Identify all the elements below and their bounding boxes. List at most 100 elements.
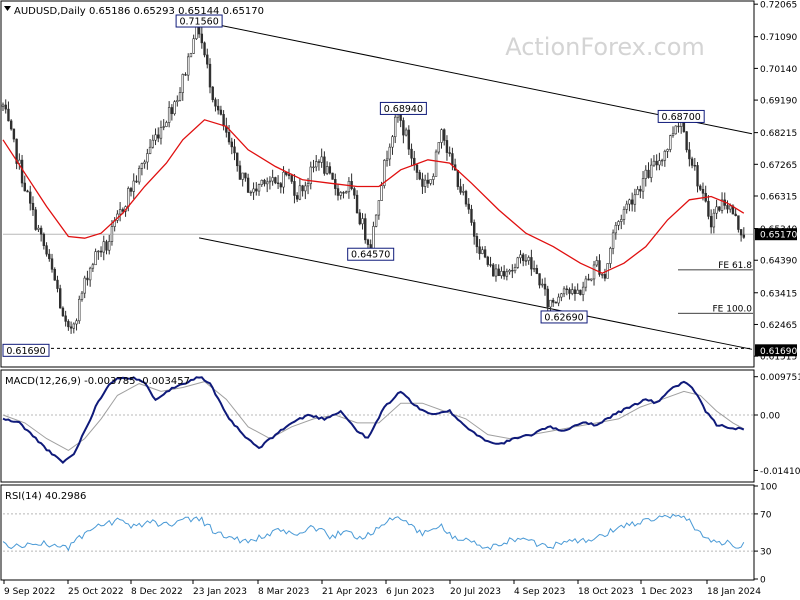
- candle-body: [647, 169, 650, 178]
- price-tick-label: 0.68215: [760, 129, 797, 139]
- candle-body: [423, 179, 427, 187]
- candle-body: [211, 86, 214, 100]
- candle-body: [688, 149, 691, 160]
- candle-body: [121, 209, 125, 212]
- candle-body: [216, 105, 220, 111]
- candle-body: [118, 209, 122, 215]
- candle-body: [500, 270, 503, 277]
- candle-body: [173, 101, 176, 115]
- candle-body: [347, 181, 351, 193]
- candle-body: [620, 219, 623, 222]
- candle-body: [729, 205, 732, 210]
- macd-panel-frame: [0, 369, 755, 483]
- time-tick-label: 21 Apr 2023: [322, 587, 378, 597]
- candle-body: [443, 129, 446, 141]
- level-label-box: [347, 247, 395, 261]
- macd-label: MACD(12,26,9) -0.003785 -0.003457: [5, 376, 190, 387]
- candle-body: [306, 183, 310, 187]
- candle-body: [86, 277, 89, 281]
- candle-body: [301, 185, 304, 192]
- rsi-label: RSI(14) 40.2986: [5, 491, 86, 502]
- level-label-box: [175, 14, 223, 28]
- ohlc-values: 0.65186 0.65293 0.65144 0.65170: [89, 6, 264, 17]
- candle-body: [432, 176, 435, 180]
- candle-body: [579, 289, 582, 295]
- candle-body: [176, 100, 179, 103]
- candle-body: [590, 278, 593, 281]
- time-axis: 9 Sep 2022 25 Oct 2022 8 Dec 2022 23 Jan 20…: [3, 580, 761, 597]
- candle-body: [571, 289, 574, 294]
- candle-body: [366, 239, 370, 245]
- candle-body: [437, 142, 440, 153]
- candle-body: [587, 278, 590, 281]
- candle-body: [377, 200, 381, 216]
- candle-body: [410, 148, 413, 159]
- candle-body: [276, 182, 280, 184]
- candle-body: [135, 180, 138, 183]
- price-panel-frame: [0, 0, 755, 368]
- level-label-box: [379, 101, 427, 115]
- candle-body: [573, 289, 577, 294]
- candle-body: [739, 229, 743, 236]
- time-tick-label: 23 Jan 2023: [193, 587, 247, 597]
- candle-body: [693, 165, 697, 167]
- candle-body: [26, 190, 29, 193]
- candle-body: [660, 159, 664, 162]
- candle-body: [257, 184, 261, 192]
- rsi-panel: 100 70 30 0: [2, 483, 777, 586]
- candle-body: [200, 33, 204, 44]
- candle-body: [421, 178, 424, 187]
- candle-body: [535, 268, 539, 274]
- candle-body: [53, 269, 56, 281]
- price-tick-label: 0.63415: [760, 289, 797, 299]
- candle-body: [206, 54, 209, 65]
- candle-body: [37, 227, 40, 230]
- candle-body: [391, 136, 394, 148]
- candle-body: [143, 161, 146, 164]
- candle-body: [622, 209, 626, 220]
- candle-body: [483, 249, 487, 258]
- candle-body: [511, 269, 514, 272]
- candle-body: [445, 140, 449, 153]
- candle-body: [625, 203, 628, 210]
- candle-body: [726, 205, 729, 210]
- candle-body: [293, 181, 296, 196]
- watermark: ActionForex.com: [505, 33, 705, 61]
- candle-body: [628, 199, 631, 205]
- candle-body: [45, 245, 48, 255]
- candle-body: [388, 146, 391, 160]
- price-panel: 0.71560 0.68940 0.68700 0.64570 0.62690 0.616…: [1, 14, 753, 357]
- candle-body: [361, 218, 364, 225]
- time-tick-label: 18 Oct 2023: [578, 587, 634, 597]
- level-label-0.68940: 0.68940: [379, 101, 427, 115]
- candle-body: [18, 159, 21, 164]
- current-price-tag-bg: [755, 228, 797, 241]
- candle-body: [576, 289, 579, 294]
- candle-body: [244, 172, 247, 179]
- candle-body: [227, 132, 231, 143]
- candle-body: [268, 180, 272, 183]
- candle-body: [12, 128, 16, 140]
- candle-body: [64, 315, 67, 322]
- header-triangle-icon: [4, 6, 11, 11]
- candle-body: [222, 114, 225, 127]
- candle-body: [102, 241, 105, 253]
- rsi-tick-label: 70: [760, 510, 772, 520]
- candle-body: [718, 206, 721, 211]
- level-label-text: 0.71560: [179, 17, 218, 28]
- macd-tick-label: 0.009751: [760, 373, 800, 383]
- candle-body: [568, 289, 571, 294]
- time-tick-label: 8 Dec 2022: [131, 587, 183, 597]
- rsi-panel-frame: [0, 484, 755, 581]
- candle-body: [696, 165, 699, 187]
- candle-body: [505, 271, 509, 277]
- candle-body: [61, 307, 65, 317]
- rsi-tick-label: 30: [760, 548, 772, 558]
- candle-body: [181, 74, 184, 93]
- candle-body: [39, 227, 43, 235]
- candle-body: [516, 257, 519, 268]
- candle-body: [560, 293, 563, 298]
- candle-body: [543, 283, 547, 290]
- current-price-tag-text: 0.65170: [760, 231, 797, 241]
- candle-body: [385, 158, 389, 161]
